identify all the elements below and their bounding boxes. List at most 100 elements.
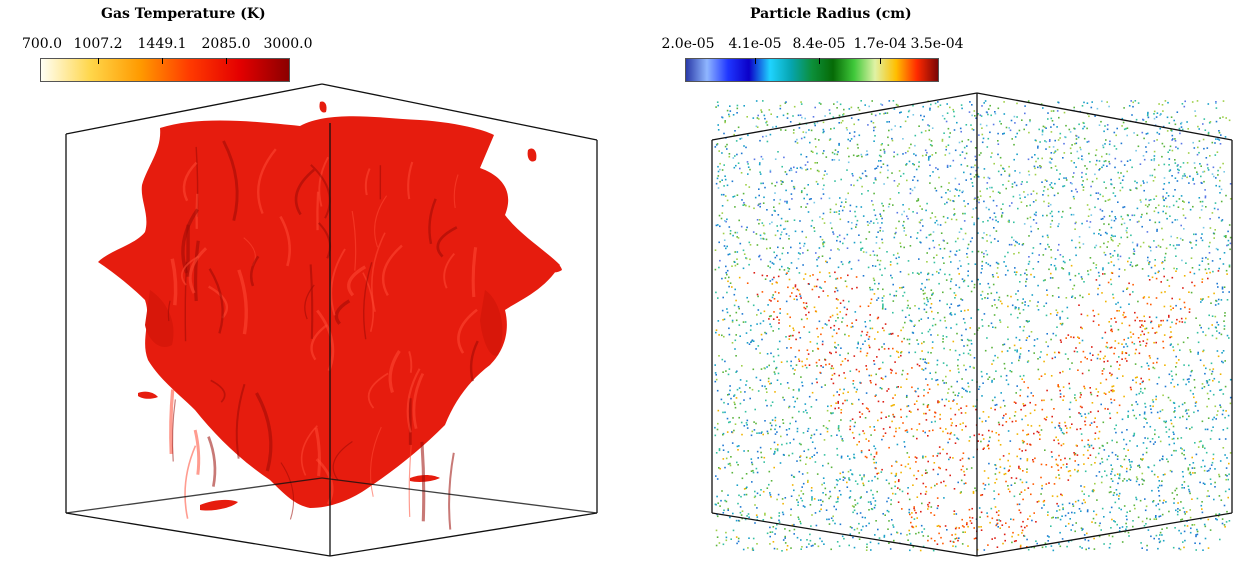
particle — [741, 433, 743, 436]
particle — [1045, 418, 1047, 421]
particle — [1081, 158, 1084, 161]
particle — [1134, 100, 1137, 102]
particle — [1075, 254, 1077, 257]
particle — [1171, 175, 1173, 177]
particle — [1070, 264, 1073, 267]
particle — [768, 470, 771, 473]
particle — [763, 461, 765, 463]
particle — [1174, 140, 1177, 142]
particle — [1010, 313, 1012, 316]
particle — [937, 312, 939, 314]
particle — [1102, 421, 1105, 424]
particle — [1066, 306, 1069, 309]
particle — [1225, 236, 1227, 239]
particle — [1196, 171, 1198, 173]
particle-tickmark — [755, 58, 756, 64]
particle — [760, 111, 763, 113]
particle — [1007, 326, 1009, 328]
particle — [779, 104, 782, 107]
particle — [820, 287, 823, 289]
particle — [936, 363, 939, 366]
particle — [1167, 195, 1170, 197]
particle — [761, 385, 764, 387]
particle — [872, 203, 874, 206]
particle — [745, 422, 748, 424]
particle — [911, 512, 913, 514]
particle — [968, 339, 970, 342]
particle — [1122, 375, 1124, 377]
particle — [867, 190, 869, 192]
particle — [776, 230, 779, 232]
particle — [837, 496, 839, 498]
particle — [1189, 531, 1192, 534]
particle — [809, 504, 812, 506]
particle — [1072, 336, 1075, 339]
particle — [790, 495, 793, 497]
particle — [800, 137, 803, 140]
particle — [853, 241, 856, 244]
particle — [876, 299, 878, 301]
particle — [860, 153, 863, 156]
particle — [1081, 339, 1084, 342]
particle — [746, 486, 748, 489]
particle — [739, 242, 742, 245]
particle — [1109, 511, 1111, 514]
particle — [729, 516, 731, 519]
particle — [947, 198, 950, 200]
particle — [1140, 184, 1142, 187]
particle — [999, 458, 1001, 461]
particle — [902, 224, 904, 227]
particle — [761, 338, 763, 341]
particle — [1189, 349, 1191, 351]
particle — [1143, 426, 1145, 428]
particle — [869, 302, 872, 304]
particle — [1110, 491, 1112, 493]
surface-fold — [318, 222, 332, 259]
particle — [861, 413, 864, 415]
particle — [957, 394, 959, 397]
particle — [959, 459, 962, 461]
particle — [832, 382, 835, 385]
particle — [822, 242, 824, 244]
particle — [1216, 282, 1218, 285]
particle — [1019, 493, 1021, 495]
particle — [941, 140, 944, 142]
particle — [1214, 202, 1217, 204]
particle — [756, 432, 758, 434]
particle — [1016, 132, 1018, 135]
particle — [748, 205, 751, 208]
particle — [1077, 157, 1080, 160]
particle — [1055, 517, 1057, 519]
particle — [827, 295, 829, 297]
particle — [1064, 457, 1066, 460]
particle — [931, 154, 934, 156]
particle — [1106, 458, 1109, 461]
particle — [1050, 264, 1052, 266]
particle — [1125, 515, 1128, 517]
particle — [987, 113, 989, 116]
particle — [926, 296, 928, 299]
particle — [1157, 503, 1160, 505]
particle — [1219, 179, 1221, 182]
particle — [873, 461, 875, 464]
particle — [1114, 521, 1116, 523]
particle — [717, 104, 719, 107]
particle — [1020, 183, 1023, 185]
particle — [961, 151, 964, 153]
particle — [1062, 507, 1064, 509]
particle — [949, 132, 951, 134]
surface-fold — [374, 195, 388, 248]
particle — [928, 430, 931, 432]
particle — [1184, 321, 1186, 324]
particle — [1138, 352, 1141, 355]
particle — [1080, 326, 1082, 329]
particle — [791, 292, 793, 294]
particle — [1144, 509, 1147, 512]
particle — [781, 550, 783, 552]
particle — [769, 133, 772, 136]
particle — [714, 372, 717, 374]
particle — [959, 127, 962, 130]
particle — [731, 319, 734, 322]
particle — [1104, 200, 1107, 202]
particle — [823, 241, 825, 243]
